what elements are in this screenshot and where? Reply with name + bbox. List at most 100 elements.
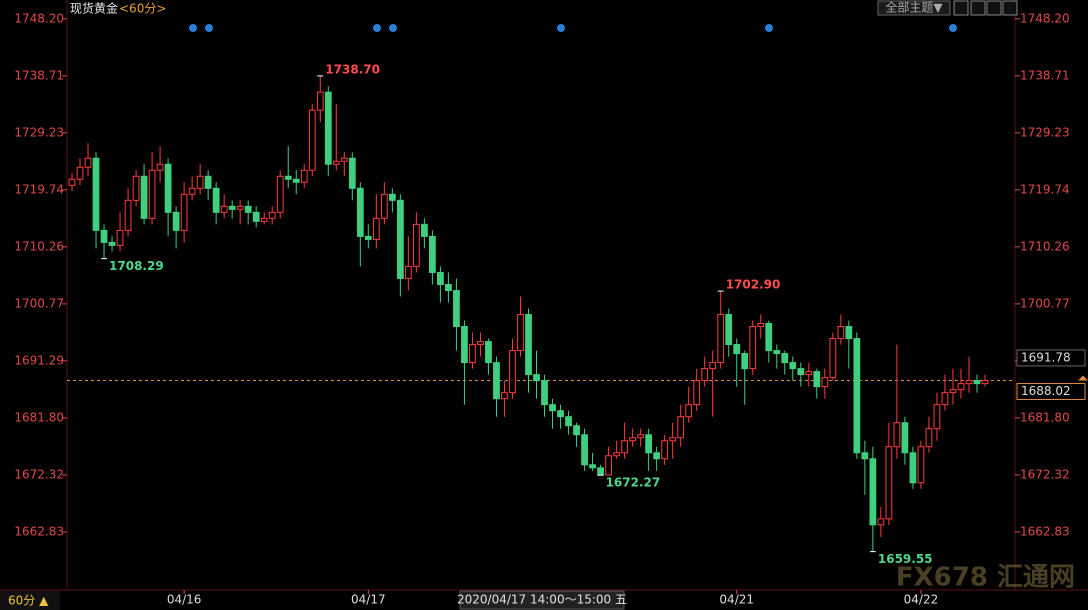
candle-body [292,178,300,183]
candle-body [316,91,324,111]
y-tick-label: 1662.83 [14,524,64,538]
y2-tick-label: 1729.23 [1020,125,1070,139]
y2-tick-label: 1672.32 [1020,467,1070,481]
candle-body [396,199,404,279]
crosshair-time-box [459,590,625,610]
x-tick-label: 04/17 [351,593,386,607]
candle-body [885,446,893,520]
candle-body [933,404,941,430]
candle-body [116,229,124,246]
candle-body [685,404,693,418]
candle-body [909,452,917,484]
x-tick-label: 04/21 [719,593,754,607]
candle-body [637,434,645,439]
candle-body [493,362,500,400]
candle-body [645,434,653,454]
candle-body [380,193,388,219]
candle-body [108,241,116,246]
extreme-label: 1708.29 [109,259,164,273]
candle-body [965,380,973,385]
watermark: FX678 汇通网 [896,563,1075,593]
extreme-label: 1659.55 [878,552,933,566]
candle-body [925,428,933,448]
candle-body [941,392,949,406]
candle-body [196,175,204,189]
candle-body [308,109,316,171]
candle-body [781,353,789,364]
candle-body [813,371,821,388]
y2-tick-label: 1700.77 [1020,296,1070,310]
y-tick-label: 1691.29 [14,353,64,367]
candle-body [749,326,757,370]
last-price-box [1016,383,1086,401]
y2-tick-label: 1681.80 [1020,410,1070,424]
candle-body [869,458,877,526]
tool-button[interactable] [953,0,969,16]
candle-body [757,323,765,328]
y2-tick-label: 1748.20 [1020,11,1070,25]
candle-body [597,467,604,476]
candle-body [276,175,284,213]
y-tick-label: 1738.71 [14,68,64,82]
candle-body [477,341,484,346]
candle-body [557,410,564,418]
candle-body [260,217,268,222]
candle-body [332,160,340,165]
candle-body [429,235,436,273]
candle-body [877,518,885,526]
candle-body [364,235,372,240]
candle-body [701,368,709,382]
candle-body [789,362,797,370]
candle-body [501,392,508,400]
last-price-arrow [1078,375,1088,381]
y2-tick-label: 1738.71 [1020,68,1070,82]
y-tick-label: 1748.20 [14,11,64,25]
candle-body [973,380,981,385]
candle-body [621,440,628,454]
event-dot [765,24,773,32]
candle-body [957,383,965,391]
tool-button[interactable] [970,0,986,16]
theme-button-label[interactable]: 全部主题▼ [885,0,943,15]
y-tick-label: 1672.32 [14,467,64,481]
candle-body [773,350,781,355]
event-dot [557,24,565,32]
candle-body [981,380,989,385]
candle-body [821,377,829,388]
tool-button[interactable] [986,0,1002,16]
candle-body [605,455,612,476]
candle-body [148,169,156,219]
candle-body [845,326,853,340]
candle-body [156,163,164,171]
event-dot [949,24,957,32]
candle-body [300,169,308,183]
candle-body [741,353,749,370]
candle-body [228,205,236,210]
candle-body [445,283,452,291]
candle-body [100,229,108,243]
candle-body [693,380,701,406]
candle-body [212,187,220,213]
candle-body [581,434,588,466]
interval-button[interactable] [0,591,60,610]
candle-body [180,193,188,231]
interval-button-label[interactable]: 60分 ▲ [8,594,49,608]
y2-tick-label: 1662.83 [1020,524,1070,538]
extreme-label: 1702.90 [726,278,781,292]
candle-body [172,211,180,231]
chart-title: 现货黄金 [70,1,118,16]
extreme-label: 1738.70 [325,62,380,76]
candle-body [549,404,556,412]
candle-body [421,223,428,237]
candle-body [509,350,516,394]
candle-body [533,374,540,382]
candle-body [949,389,957,394]
candle-body [669,437,677,442]
theme-button[interactable] [877,0,951,16]
tool-button[interactable] [1002,0,1018,16]
reference-price-label: 1691.78 [1021,350,1071,364]
candle-body [348,157,356,189]
candle-body [388,193,396,201]
